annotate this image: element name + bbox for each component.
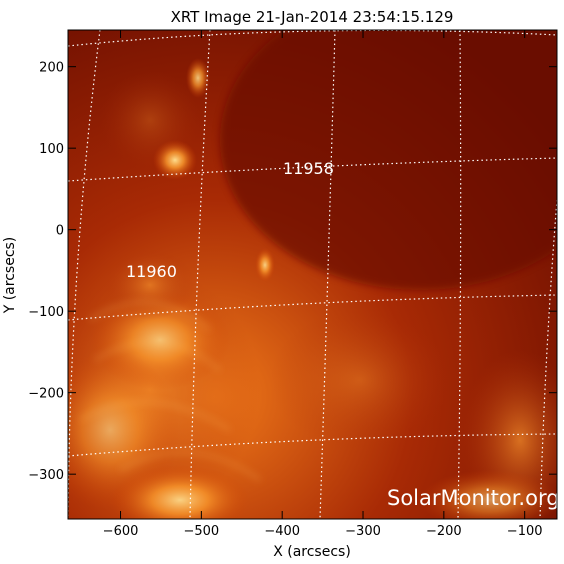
y-tick-label: 200 — [39, 61, 64, 76]
watermark: SolarMonitor.org — [387, 486, 560, 510]
chart-title: XRT Image 21-Jan-2014 23:54:15.129 — [171, 8, 454, 26]
x-tick-label: −100 — [507, 524, 543, 539]
x-tick-label: −400 — [264, 524, 300, 539]
x-tick-label: −500 — [184, 524, 220, 539]
x-tick-label: −600 — [103, 524, 139, 539]
x-axis-label: X (arcsecs) — [273, 544, 351, 560]
heliographic-grid — [68, 30, 557, 519]
y-tick-label: 0 — [56, 224, 64, 239]
y-tick-label: −200 — [28, 387, 64, 402]
solar-image — [68, 30, 557, 519]
region-label-11960: 11960 — [126, 262, 177, 281]
y-tick-label: −100 — [28, 305, 64, 320]
x-axis: −600 −500 −400 −300 −200 −100 — [103, 30, 543, 539]
region-label-11958: 11958 — [283, 159, 334, 178]
y-axis-label: Y (arcsecs) — [2, 237, 18, 315]
y-tick-label: 100 — [39, 142, 64, 157]
y-axis: 200 100 0 −100 −200 −300 — [28, 61, 557, 483]
plot-frame — [67, 29, 558, 520]
y-tick-label: −300 — [28, 468, 64, 483]
x-tick-label: −200 — [426, 524, 462, 539]
x-tick-label: −300 — [345, 524, 381, 539]
